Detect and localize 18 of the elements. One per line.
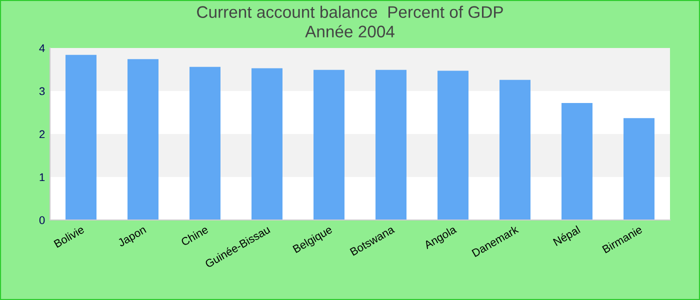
bar xyxy=(314,70,344,220)
chart-subtitle: Année 2004 xyxy=(305,25,394,38)
y-tick-label: 1 xyxy=(40,173,45,182)
bar xyxy=(624,118,654,220)
bar xyxy=(438,70,468,220)
chart-title: Current account balance Percent of GDP xyxy=(197,6,503,18)
bar xyxy=(562,103,592,220)
y-tick-label: 3 xyxy=(39,87,45,96)
y-tick-label: 2 xyxy=(40,130,45,138)
bar xyxy=(500,80,530,220)
y-tick-label: 4 xyxy=(39,44,45,52)
bar xyxy=(376,70,406,220)
bar xyxy=(128,59,158,220)
bar xyxy=(190,66,220,220)
y-tick-label: 0 xyxy=(39,216,45,224)
bar xyxy=(66,54,96,220)
bar xyxy=(252,68,282,220)
x-tick-label: Chine xyxy=(180,225,209,246)
